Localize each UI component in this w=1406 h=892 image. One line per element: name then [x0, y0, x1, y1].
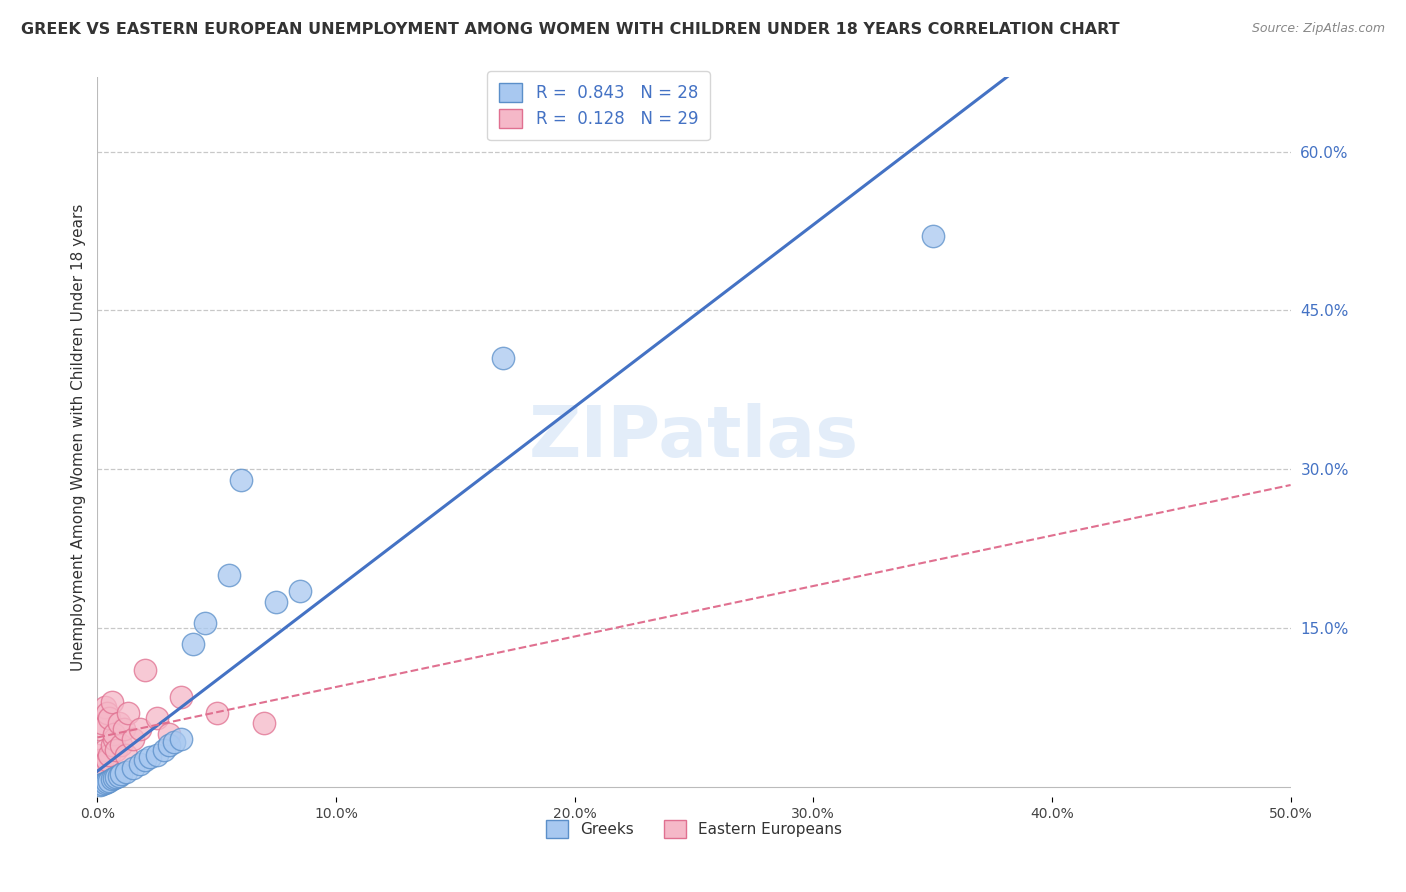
Point: [146, 711, 169, 725]
Point: [96, 706, 118, 720]
Point: [93, 700, 115, 714]
Point: [103, 732, 125, 747]
Point: [110, 767, 132, 781]
Point: [100, 738, 122, 752]
Point: [122, 732, 145, 747]
Point: [134, 753, 156, 767]
Point: [115, 765, 138, 780]
Point: [218, 568, 240, 582]
Point: [181, 637, 204, 651]
Point: [129, 722, 152, 736]
Point: [91, 758, 114, 772]
Point: [89, 778, 111, 792]
Point: [89, 753, 111, 767]
Point: [921, 229, 943, 244]
Point: [98, 748, 121, 763]
Point: [163, 735, 186, 749]
Point: [253, 716, 276, 731]
Point: [89, 722, 111, 736]
Point: [146, 748, 169, 763]
Point: [117, 706, 139, 720]
Point: [290, 584, 312, 599]
Point: [110, 738, 132, 752]
Point: [139, 750, 162, 764]
Legend: Greeks, Eastern Europeans: Greeks, Eastern Europeans: [540, 814, 848, 844]
Point: [157, 738, 180, 752]
Point: [229, 473, 252, 487]
Point: [105, 743, 128, 757]
Point: [98, 773, 121, 788]
Point: [157, 727, 180, 741]
Point: [492, 351, 515, 365]
Point: [108, 769, 131, 783]
Point: [134, 664, 156, 678]
Point: [105, 770, 128, 784]
Point: [108, 716, 131, 731]
Point: [93, 775, 115, 789]
Text: Source: ZipAtlas.com: Source: ZipAtlas.com: [1251, 22, 1385, 36]
Point: [100, 695, 122, 709]
Point: [153, 743, 176, 757]
Point: [103, 727, 125, 741]
Point: [122, 761, 145, 775]
Point: [96, 774, 118, 789]
Point: [115, 748, 138, 763]
Point: [205, 706, 228, 720]
Point: [194, 615, 217, 630]
Point: [170, 690, 193, 704]
Point: [91, 716, 114, 731]
Point: [91, 777, 114, 791]
Point: [96, 753, 118, 767]
Text: GREEK VS EASTERN EUROPEAN UNEMPLOYMENT AMONG WOMEN WITH CHILDREN UNDER 18 YEARS : GREEK VS EASTERN EUROPEAN UNEMPLOYMENT A…: [21, 22, 1119, 37]
Point: [86, 748, 108, 763]
Point: [93, 743, 115, 757]
Text: ZIPatlas: ZIPatlas: [529, 403, 859, 472]
Point: [98, 711, 121, 725]
Y-axis label: Unemployment Among Women with Children Under 18 years: Unemployment Among Women with Children U…: [72, 203, 86, 671]
Point: [129, 756, 152, 771]
Point: [103, 772, 125, 786]
Point: [266, 594, 288, 608]
Point: [170, 732, 193, 747]
Point: [100, 772, 122, 787]
Point: [112, 722, 135, 736]
